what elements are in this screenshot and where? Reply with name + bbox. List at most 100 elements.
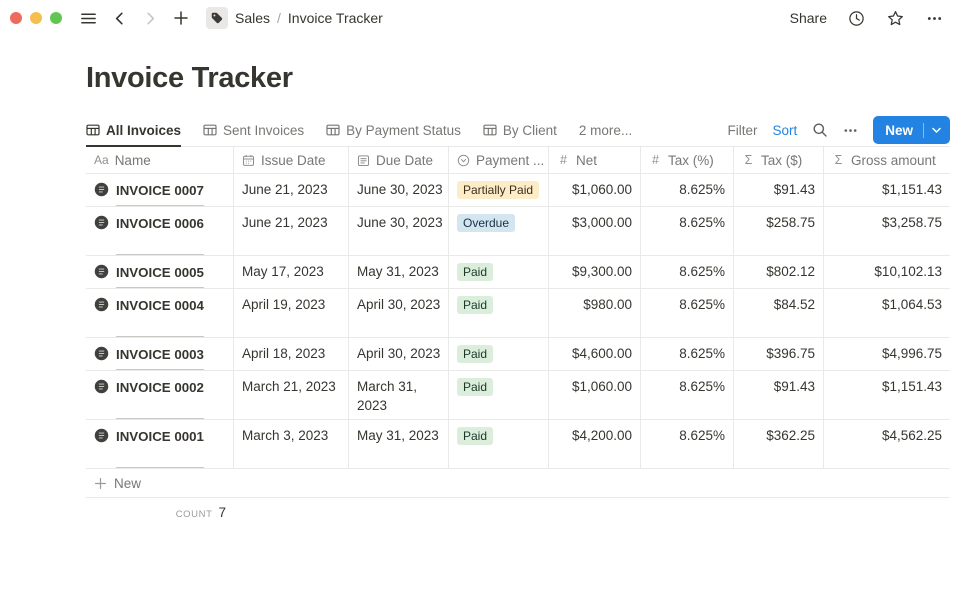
invoice-page-icon (94, 379, 109, 419)
cell-net[interactable]: $980.00 (549, 289, 641, 337)
cell-due-date[interactable]: May 31, 2023 (349, 420, 449, 468)
new-page-plus-icon[interactable] (171, 8, 191, 28)
cell-payment-status[interactable]: Overdue (449, 207, 549, 255)
filter-button[interactable]: Filter (727, 122, 758, 138)
view-tab-by-client[interactable]: By Client (483, 114, 557, 147)
cell-net[interactable]: $9,300.00 (549, 256, 641, 288)
cell-due-date[interactable]: April 30, 2023 (349, 338, 449, 370)
count-summary[interactable]: COUNT 7 (86, 498, 234, 520)
breadcrumb-current[interactable]: Invoice Tracker (287, 10, 383, 26)
invoice-link[interactable]: INVOICE 0005 (116, 263, 204, 288)
nav-forward-icon[interactable] (140, 8, 160, 28)
cell-net[interactable]: $3,000.00 (549, 207, 641, 255)
cell-tax-dollars[interactable]: $91.43 (734, 371, 824, 419)
cell-net[interactable]: $4,600.00 (549, 338, 641, 370)
column-header-issue-date[interactable]: Issue Date (234, 147, 349, 173)
cell-issue-date[interactable]: March 21, 2023 (234, 371, 349, 419)
cell-payment-status[interactable]: Paid (449, 420, 549, 468)
new-button-label[interactable]: New (885, 122, 913, 138)
minimize-window-button[interactable] (30, 12, 42, 24)
cell-payment-status[interactable]: Paid (449, 338, 549, 370)
cell-issue-date[interactable]: April 18, 2023 (234, 338, 349, 370)
view-more-icon[interactable] (843, 123, 858, 138)
close-window-button[interactable] (10, 12, 22, 24)
new-row-button[interactable]: New (86, 469, 950, 498)
cell-due-date[interactable]: June 30, 2023 (349, 174, 449, 206)
cell-gross-amount[interactable]: $1,064.53 (824, 289, 950, 337)
share-button[interactable]: Share (789, 10, 827, 26)
invoice-link[interactable]: INVOICE 0007 (116, 181, 204, 206)
cell-name[interactable]: INVOICE 0004 (86, 289, 234, 337)
nav-back-icon[interactable] (109, 8, 129, 28)
cell-tax-percent[interactable]: 8.625% (641, 371, 734, 419)
cell-issue-date[interactable]: June 21, 2023 (234, 174, 349, 206)
cell-gross-amount[interactable]: $1,151.43 (824, 371, 950, 419)
cell-tax-percent[interactable]: 8.625% (641, 420, 734, 468)
cell-tax-percent[interactable]: 8.625% (641, 207, 734, 255)
cell-net[interactable]: $1,060.00 (549, 174, 641, 206)
cell-issue-date[interactable]: April 19, 2023 (234, 289, 349, 337)
cell-tax-percent[interactable]: 8.625% (641, 256, 734, 288)
cell-net[interactable]: $1,060.00 (549, 371, 641, 419)
cell-due-date[interactable]: April 30, 2023 (349, 289, 449, 337)
sort-button[interactable]: Sort (772, 122, 798, 138)
cell-payment-status[interactable]: Paid (449, 371, 549, 419)
cell-name[interactable]: INVOICE 0006 (86, 207, 234, 255)
cell-due-date[interactable]: March 31, 2023 (349, 371, 449, 419)
column-header-tax[interactable]: Σ Tax ($) (734, 147, 824, 173)
sidebar-menu-icon[interactable] (78, 8, 98, 28)
view-tab-by-payment-status[interactable]: By Payment Status (326, 114, 461, 147)
column-header-payment[interactable]: Payment ... (449, 147, 549, 173)
cell-tax-dollars[interactable]: $396.75 (734, 338, 824, 370)
cell-issue-date[interactable]: May 17, 2023 (234, 256, 349, 288)
invoice-link[interactable]: INVOICE 0002 (116, 378, 204, 419)
cell-gross-amount[interactable]: $4,996.75 (824, 338, 950, 370)
column-header-name[interactable]: Aa Name (86, 147, 234, 173)
more-options-icon[interactable] (924, 8, 944, 28)
view-tab-all-invoices[interactable]: All Invoices (86, 114, 182, 147)
cell-tax-percent[interactable]: 8.625% (641, 174, 734, 206)
cell-name[interactable]: INVOICE 0005 (86, 256, 234, 288)
favorite-star-icon[interactable] (885, 8, 905, 28)
cell-tax-dollars[interactable]: $802.12 (734, 256, 824, 288)
view-tab-2-more[interactable]: 2 more... (579, 114, 632, 147)
cell-issue-date[interactable]: June 21, 2023 (234, 207, 349, 255)
invoice-link[interactable]: INVOICE 0001 (116, 427, 204, 468)
chevron-down-icon[interactable] (924, 127, 950, 134)
search-icon[interactable] (812, 122, 828, 138)
cell-gross-amount[interactable]: $3,258.75 (824, 207, 950, 255)
updates-clock-icon[interactable] (846, 8, 866, 28)
cell-name[interactable]: INVOICE 0003 (86, 338, 234, 370)
cell-tax-dollars[interactable]: $84.52 (734, 289, 824, 337)
breadcrumb-parent[interactable]: Sales (235, 10, 271, 26)
cell-name[interactable]: INVOICE 0001 (86, 420, 234, 468)
cell-tax-percent[interactable]: 8.625% (641, 289, 734, 337)
cell-tax-percent[interactable]: 8.625% (641, 338, 734, 370)
cell-name[interactable]: INVOICE 0007 (86, 174, 234, 206)
cell-tax-dollars[interactable]: $258.75 (734, 207, 824, 255)
cell-due-date[interactable]: May 31, 2023 (349, 256, 449, 288)
zoom-window-button[interactable] (50, 12, 62, 24)
cell-gross-amount[interactable]: $1,151.43 (824, 174, 950, 206)
invoice-link[interactable]: INVOICE 0003 (116, 345, 204, 370)
column-header-gross-amount[interactable]: Σ Gross amount (824, 147, 950, 173)
tag-icon (206, 7, 228, 29)
new-button[interactable]: New (873, 116, 950, 144)
cell-tax-dollars[interactable]: $362.25 (734, 420, 824, 468)
view-tab-sent-invoices[interactable]: Sent Invoices (203, 114, 304, 147)
column-header-net[interactable]: # Net (549, 147, 641, 173)
cell-issue-date[interactable]: March 3, 2023 (234, 420, 349, 468)
invoice-link[interactable]: INVOICE 0006 (116, 214, 204, 255)
cell-name[interactable]: INVOICE 0002 (86, 371, 234, 419)
cell-payment-status[interactable]: Paid (449, 256, 549, 288)
column-header-due-date[interactable]: Due Date (349, 147, 449, 173)
cell-tax-dollars[interactable]: $91.43 (734, 174, 824, 206)
invoice-link[interactable]: INVOICE 0004 (116, 296, 204, 337)
cell-due-date[interactable]: June 30, 2023 (349, 207, 449, 255)
cell-net[interactable]: $4,200.00 (549, 420, 641, 468)
cell-gross-amount[interactable]: $10,102.13 (824, 256, 950, 288)
cell-gross-amount[interactable]: $4,562.25 (824, 420, 950, 468)
column-header-tax[interactable]: # Tax (%) (641, 147, 734, 173)
cell-payment-status[interactable]: Paid (449, 289, 549, 337)
cell-payment-status[interactable]: Partially Paid (449, 174, 549, 206)
